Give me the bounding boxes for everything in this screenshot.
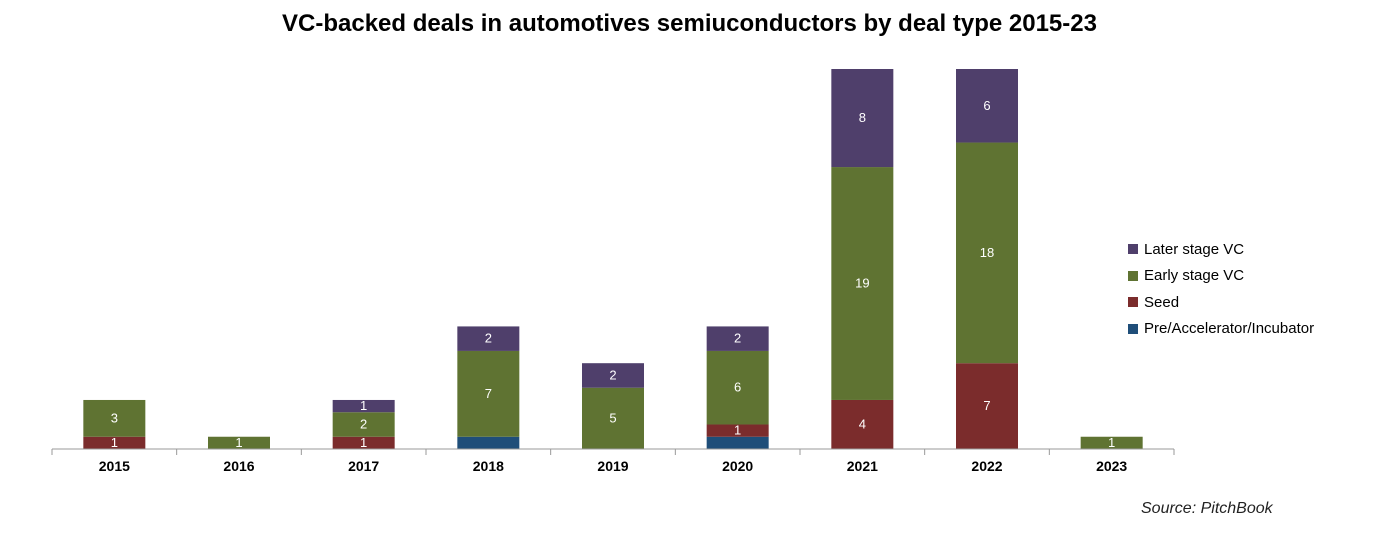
data-label: 6 — [734, 380, 741, 395]
legend-label: Seed — [1144, 293, 1180, 311]
legend-item: Pre/Accelerator/Incubator — [1128, 316, 1314, 343]
bar-segment — [831, 167, 894, 400]
data-label: 3 — [111, 410, 118, 425]
bar-segment — [582, 363, 644, 388]
bar-segment — [956, 69, 1018, 143]
bar-segment — [831, 399, 894, 449]
legend-label: Later stage VC — [1144, 240, 1245, 258]
data-label: 7 — [983, 398, 990, 413]
bar-segment — [457, 326, 520, 351]
data-label: 2 — [485, 331, 492, 346]
bar-segment — [208, 436, 270, 449]
x-tick-label: 2017 — [348, 458, 379, 474]
data-label: 1 — [111, 435, 118, 450]
data-label: 6 — [983, 98, 990, 113]
bar-segment — [1080, 436, 1143, 449]
bar-segment — [332, 399, 395, 413]
data-label: 1 — [360, 435, 367, 450]
x-tick-label: 2021 — [847, 458, 878, 474]
legend-label: Pre/Accelerator/Incubator — [1144, 320, 1315, 338]
legend-item: Seed — [1128, 289, 1314, 316]
data-label: 4 — [859, 416, 866, 431]
bar-segment — [457, 350, 520, 437]
legend-item: Early stage VC — [1128, 263, 1314, 290]
legend-swatch — [1128, 323, 1138, 334]
data-label: 1 — [734, 423, 741, 438]
data-label: 18 — [980, 245, 994, 260]
bar-segment — [83, 399, 146, 437]
x-tick-label: 2020 — [722, 458, 753, 474]
data-label: 5 — [609, 410, 616, 425]
bar-segment — [956, 142, 1018, 364]
legend-swatch — [1128, 270, 1138, 281]
x-axis-labels: 2015 2016 2017 2018 2019 2020 2021 2022 2023 — [99, 458, 1128, 474]
legend: Later stage VC Early stage VC Seed Pre/Acce… — [1128, 236, 1314, 342]
bar-segment — [956, 363, 1018, 449]
chart-title: VC-backed deals in automotives semiucond… — [282, 10, 1097, 37]
x-tick-label: 2015 — [99, 458, 130, 474]
x-tick-label: 2022 — [971, 458, 1002, 474]
bar-segment — [706, 436, 769, 449]
bar-segment — [706, 350, 769, 425]
legend-swatch — [1128, 297, 1138, 308]
bar-segment — [831, 69, 894, 168]
data-label: 2 — [360, 416, 367, 431]
bar-segment — [457, 436, 520, 449]
bar-segment — [83, 436, 146, 449]
data-label: 1 — [360, 398, 367, 413]
bar-segment — [332, 412, 395, 437]
data-label: 1 — [235, 435, 242, 450]
data-label: 7 — [485, 386, 492, 401]
x-tick-label: 2023 — [1096, 458, 1127, 474]
x-axis-ticks — [51, 449, 1175, 455]
data-label: 1 — [1108, 435, 1115, 450]
legend-swatch — [1128, 244, 1138, 255]
bar-segment — [582, 387, 644, 449]
x-tick-label: 2018 — [473, 458, 504, 474]
legend-item: Later stage VC — [1128, 236, 1314, 263]
data-label: 8 — [859, 110, 866, 125]
data-label: 2 — [609, 367, 616, 382]
x-tick-label: 2019 — [597, 458, 628, 474]
bar-segment — [332, 436, 395, 449]
legend-label: Early stage VC — [1144, 267, 1245, 285]
source-note: Source: PitchBook — [1141, 500, 1273, 517]
bar-segment — [706, 424, 769, 437]
x-tick-label: 2016 — [223, 458, 254, 474]
bar-segment — [706, 326, 769, 351]
data-label: 2 — [734, 331, 741, 346]
bars-group: 1 3 1 1 2 1 7 2 5 2 1 6 2 4 19 8 7 18 6 1 — [83, 69, 1143, 450]
data-label: 19 — [855, 276, 869, 291]
